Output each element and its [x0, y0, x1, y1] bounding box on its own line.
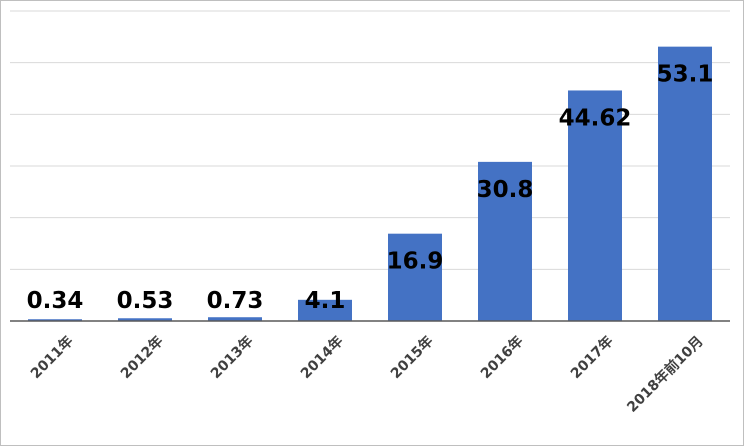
data-label: 0.34: [27, 288, 84, 314]
bar: [568, 90, 622, 321]
x-tick-label: 2014年: [297, 333, 346, 382]
x-tick-label: 2018年前10月: [624, 333, 707, 416]
bar: [208, 317, 262, 321]
data-labels: 0.34 0.53 0.73 4.1 16.9 30.8 44.62 53.1: [27, 62, 714, 314]
bar: [478, 161, 532, 321]
x-tick-labels: 2011年 2012年 2013年 2014年 2015年 2016年 2017年 2018年…: [27, 333, 706, 416]
x-tick-label: 2015年: [387, 333, 436, 382]
x-tick-label: 2016年: [477, 333, 526, 382]
x-tick-label: 2013年: [207, 333, 256, 382]
data-label: 0.53: [117, 288, 174, 314]
x-tick-label: 2011年: [27, 333, 76, 382]
bar: [388, 233, 442, 321]
bars: [28, 46, 712, 322]
bar: [658, 46, 712, 322]
bar: [28, 319, 82, 321]
data-label: 53.1: [657, 62, 714, 88]
data-label: 30.8: [477, 177, 534, 203]
data-label: 4.1: [305, 288, 346, 314]
data-label: 44.62: [559, 105, 632, 131]
x-tick-label: 2012年: [117, 333, 166, 382]
data-label: 0.73: [207, 288, 264, 314]
data-label: 16.9: [387, 249, 444, 275]
bar: [298, 299, 352, 321]
x-tick-label: 2017年: [567, 333, 616, 382]
bar: [118, 318, 172, 321]
